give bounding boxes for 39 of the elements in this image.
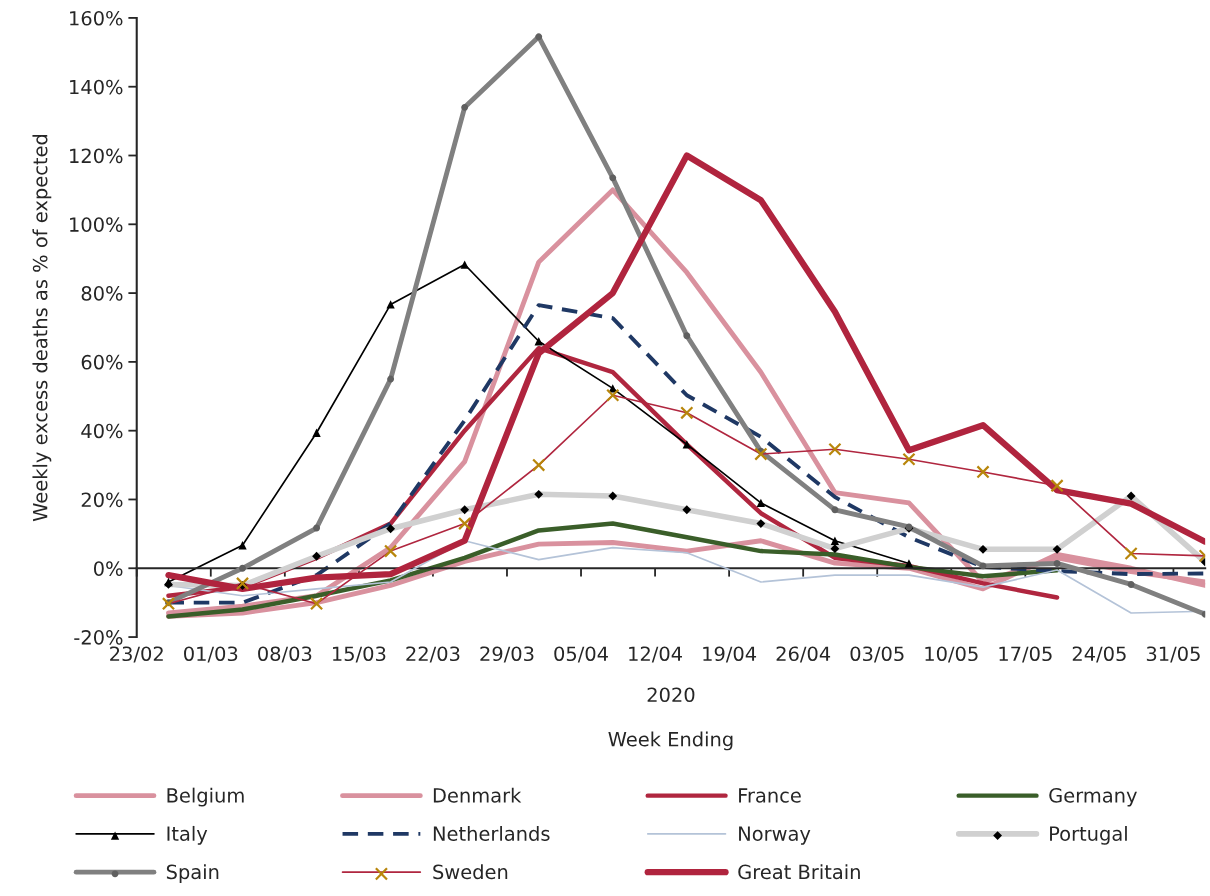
legend-label: Portugal — [1050, 825, 1127, 845]
y-tick-label: -20% — [74, 630, 123, 645]
x-tick-label: 03/05 — [850, 646, 904, 663]
legend-label: France — [739, 788, 801, 803]
x-tick-label: 05/04 — [554, 646, 608, 663]
x-tick-label: 10/05 — [925, 646, 978, 663]
x-tick-label: 22/03 — [406, 646, 460, 663]
y-tick-label: 20% — [81, 492, 123, 508]
y-axis-title: Weekly excess deaths as % of expected — [32, 134, 52, 522]
x-tick-label: 17/05 — [999, 646, 1052, 663]
x-tick-label: 24/05 — [1072, 646, 1126, 663]
x-tick-label: 12/04 — [629, 646, 682, 663]
legend-label: Great Britain — [738, 864, 860, 880]
x-tick-label: 19/04 — [703, 646, 757, 663]
legend-label: Belgium — [167, 787, 244, 807]
x-tick-label: 15/03 — [333, 646, 386, 663]
x-tick-label: 26/04 — [776, 646, 831, 663]
legend-label: Norway — [739, 826, 811, 845]
x-axis-title: Week Ending — [608, 731, 733, 751]
x-tick-label: 23/02 — [110, 646, 163, 663]
x-tick-label: 29/03 — [480, 646, 534, 663]
y-tick-label: 140% — [70, 79, 123, 95]
legend-label: Sweden — [433, 864, 508, 880]
y-tick-label: 40% — [81, 423, 123, 439]
legend-label: Italy — [167, 825, 208, 845]
legend-label: Netherlands — [433, 825, 550, 841]
y-tick-label: 120% — [70, 148, 123, 164]
y-tick-label: 100% — [70, 217, 123, 232]
legend-label: Denmark — [433, 787, 522, 803]
y-tick-label: 160% — [70, 10, 123, 26]
text: 2020 — [647, 687, 695, 703]
y-tick-label: 80% — [81, 286, 123, 301]
x-tick-label: 31/05 — [1146, 646, 1200, 663]
x-tick-label: 01/03 — [184, 646, 238, 663]
y-tick-label: 60% — [81, 354, 123, 370]
y-tick-label: 0% — [93, 561, 123, 576]
x-tick-label: 08/03 — [258, 646, 312, 663]
legend-label: Germany — [1049, 788, 1137, 807]
legend-label: Spain — [166, 864, 219, 884]
